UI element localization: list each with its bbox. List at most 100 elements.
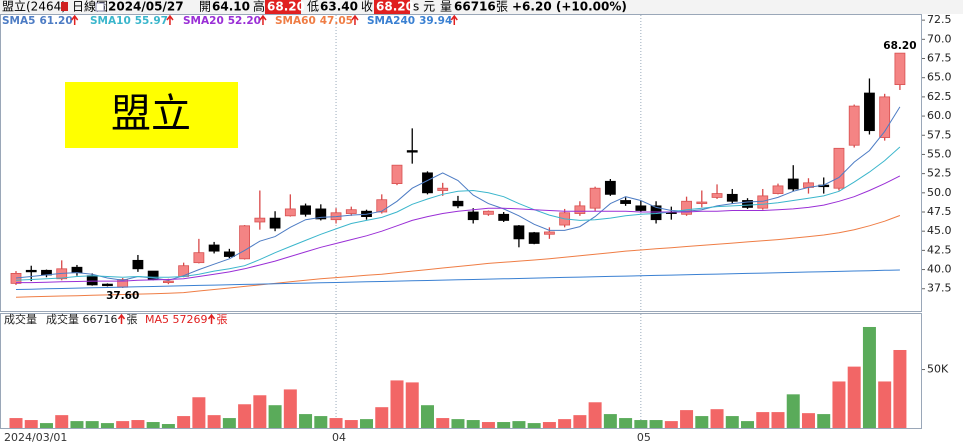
candle-body [574, 205, 586, 214]
candle-body [635, 205, 647, 211]
low: 63.40 [320, 0, 358, 14]
close-label: 收 [361, 0, 373, 14]
candle-body [239, 225, 251, 260]
candle-body [681, 200, 692, 215]
volume-bar [177, 416, 191, 428]
volume-bar [862, 326, 876, 428]
volume-title: 成交量 [4, 312, 37, 326]
volume-bar [756, 412, 770, 428]
candle-body [742, 200, 753, 208]
volume-bar [481, 422, 495, 428]
volume-unit: 張 [496, 0, 508, 14]
candle-body [10, 272, 22, 284]
ma-line [16, 175, 901, 284]
candle-body [25, 269, 37, 273]
volume-bar [878, 381, 892, 428]
candle-body [513, 225, 525, 240]
legend-entry: SMA5 61.20 [2, 15, 73, 27]
volume-ma-unit: 張 [217, 313, 228, 326]
close: 68.20 [376, 0, 414, 14]
candle-body [864, 92, 875, 132]
volume-legend: 成交量 66716 [46, 312, 118, 326]
volume-unit: 張 [127, 313, 138, 326]
volume-bar [405, 382, 419, 428]
high-box [265, 0, 301, 14]
candle-body [696, 201, 708, 204]
volume-bar [786, 394, 800, 428]
stock-name: 盟立(2464) [2, 0, 66, 14]
x-tick-label: 04 [332, 431, 346, 444]
legend-name: SMA60 [275, 15, 316, 27]
y-tick-label: 40.0 [927, 263, 952, 276]
icon [61, 2, 68, 11]
low-annotation: 37.60 [106, 290, 139, 302]
volume-bar [725, 416, 739, 428]
checkbox-icon[interactable] [95, 2, 105, 12]
volume-bar [893, 349, 907, 428]
y-tick-label: 57.5 [927, 128, 952, 141]
volume-panel [0, 313, 922, 429]
up-arrow-icon [71, 14, 79, 25]
price-panel [0, 14, 922, 312]
legend-value: 52.20 [228, 15, 261, 27]
volume-bar [207, 415, 221, 428]
volume-bar [329, 418, 343, 428]
candle-body [848, 105, 860, 146]
volume-bar [847, 366, 861, 428]
candle-body [223, 251, 235, 257]
candle-body [452, 200, 464, 207]
candle-body [193, 252, 205, 264]
legend-value: 39.94 [419, 15, 452, 27]
candle-body [879, 96, 891, 138]
legend-entry: SMA240 39.94 [367, 15, 452, 27]
candle-body [86, 275, 98, 286]
candle-body [772, 185, 784, 194]
volume-label: 量 [440, 0, 452, 14]
candle-body [437, 187, 449, 191]
candle-body [178, 265, 190, 277]
ma-line [15, 215, 901, 298]
legend-entry: SMA60 47.05 [275, 15, 353, 27]
volume-bar [664, 421, 678, 428]
candle-body [132, 259, 144, 270]
legend-value: 55.97 [135, 15, 168, 27]
candle-body [71, 266, 83, 274]
volume: 66716 [454, 0, 496, 14]
volume-bar [253, 395, 267, 428]
y-tick-label: 55.0 [927, 147, 952, 160]
candle-body [544, 231, 555, 235]
candle-body [894, 52, 906, 86]
y-tick-label: 62.5 [927, 90, 952, 103]
volume-bar [24, 420, 38, 428]
candle-body [208, 244, 220, 252]
low-label: 低 [307, 0, 319, 14]
volume-bar [801, 413, 815, 428]
volume-bar [420, 405, 434, 428]
candle-body [757, 195, 769, 209]
candle-body [102, 283, 113, 287]
volume-bar [512, 421, 526, 428]
volume-bar [649, 420, 663, 428]
volume-bar [222, 418, 236, 428]
volume-bar [817, 414, 831, 428]
volume-bar [238, 404, 252, 428]
candle-body [787, 178, 799, 190]
candle-body [391, 164, 403, 185]
volume-bar [603, 414, 617, 428]
volume-bar [55, 415, 69, 428]
volume-bar [116, 421, 130, 428]
volume-bar [360, 419, 374, 428]
volume-bar [619, 418, 633, 428]
legend-name: SMA5 [2, 15, 35, 27]
candle-body [498, 213, 510, 221]
candle-body [528, 232, 540, 244]
candle-body [422, 172, 433, 194]
high-label: 高 [253, 0, 265, 14]
candle-body [589, 187, 601, 209]
y-tick-label: 67.5 [927, 52, 952, 65]
y-tick-label: 70.0 [927, 32, 952, 45]
volume-ma-legend: MA5 57269 [145, 313, 208, 326]
candle-body [620, 200, 631, 204]
header-bar [0, 0, 963, 14]
